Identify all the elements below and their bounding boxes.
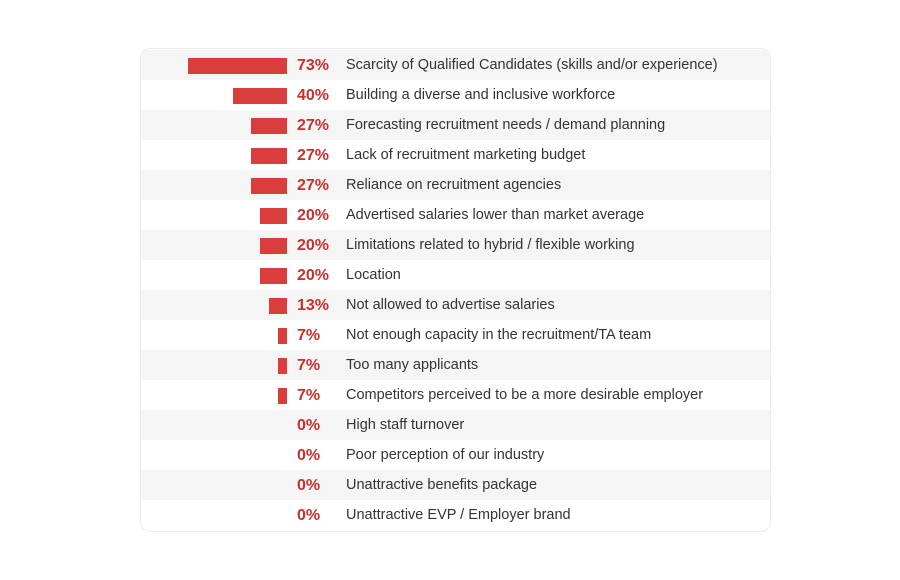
chart-row: 0% Unattractive EVP / Employer brand [141,500,770,530]
value-label: 20% [297,267,330,284]
category-label: Location [346,267,401,283]
value-label: 7% [297,327,321,344]
chart-row: 27% Forecasting recruitment needs / deman… [141,110,770,140]
value-label: 0% [297,507,321,524]
value-label: 20% [297,207,330,224]
chart-row: 20% Advertised salaries lower than market… [141,200,770,230]
category-label: Scarcity of Qualified Candidates (skills… [346,57,718,73]
value-label: 7% [297,357,321,374]
chart-row: 7% Too many applicants [141,350,770,380]
category-label: Limitations related to hybrid / flexible… [346,237,635,253]
category-label: Reliance on recruitment agencies [346,177,562,193]
bar [188,58,287,74]
chart-row: 0% Poor perception of our industry [141,440,770,470]
bar [269,298,287,314]
value-label: 13% [297,297,330,314]
bar [260,238,287,254]
category-label: Too many applicants [346,357,479,373]
value-label: 0% [297,447,321,464]
value-label: 27% [297,117,330,134]
chart-row: 20% Location [141,260,770,290]
chart-row: 7% Competitors perceived to be a more des… [141,380,770,410]
bar [260,268,287,284]
chart-panel: 73% Scarcity of Qualified Candidates (ski… [140,48,771,532]
chart-row: 20% Limitations related to hybrid / flexi… [141,230,770,260]
bar [250,118,287,134]
chart-row: 27% Reliance on recruitment agencies [141,170,770,200]
value-label: 27% [297,147,330,164]
value-label: 0% [297,477,321,494]
value-label: 20% [297,237,330,254]
bar [277,358,287,374]
category-label: High staff turnover [346,417,465,433]
bar [277,388,287,404]
category-label: Not allowed to advertise salaries [346,297,555,313]
value-label: 0% [297,417,321,434]
chart-row: 27% Lack of recruitment marketing budget [141,140,770,170]
value-label: 40% [297,87,330,104]
category-label: Lack of recruitment marketing budget [346,147,586,163]
chart-row: 13% Not allowed to advertise salaries [141,290,770,320]
category-label: Not enough capacity in the recruitment/T… [346,327,652,343]
value-label: 27% [297,177,330,194]
bar [250,178,287,194]
bar [233,88,287,104]
category-label: Forecasting recruitment needs / demand p… [346,117,666,133]
value-label: 73% [297,57,330,74]
category-label: Unattractive EVP / Employer brand [346,507,571,523]
chart-row: 0% High staff turnover [141,410,770,440]
category-label: Poor perception of our industry [346,447,545,463]
value-label: 7% [297,387,321,404]
chart-row: 73% Scarcity of Qualified Candidates (ski… [141,50,770,80]
bar [250,148,287,164]
chart-row: 7% Not enough capacity in the recruitment… [141,320,770,350]
chart-row: 0% Unattractive benefits package [141,470,770,500]
bar [260,208,287,224]
bar [277,328,287,344]
category-label: Advertised salaries lower than market av… [346,207,645,223]
chart-row: 40% Building a diverse and inclusive work… [141,80,770,110]
category-label: Building a diverse and inclusive workfor… [346,87,616,103]
category-label: Competitors perceived to be a more desir… [346,387,704,403]
category-label: Unattractive benefits package [346,477,538,493]
